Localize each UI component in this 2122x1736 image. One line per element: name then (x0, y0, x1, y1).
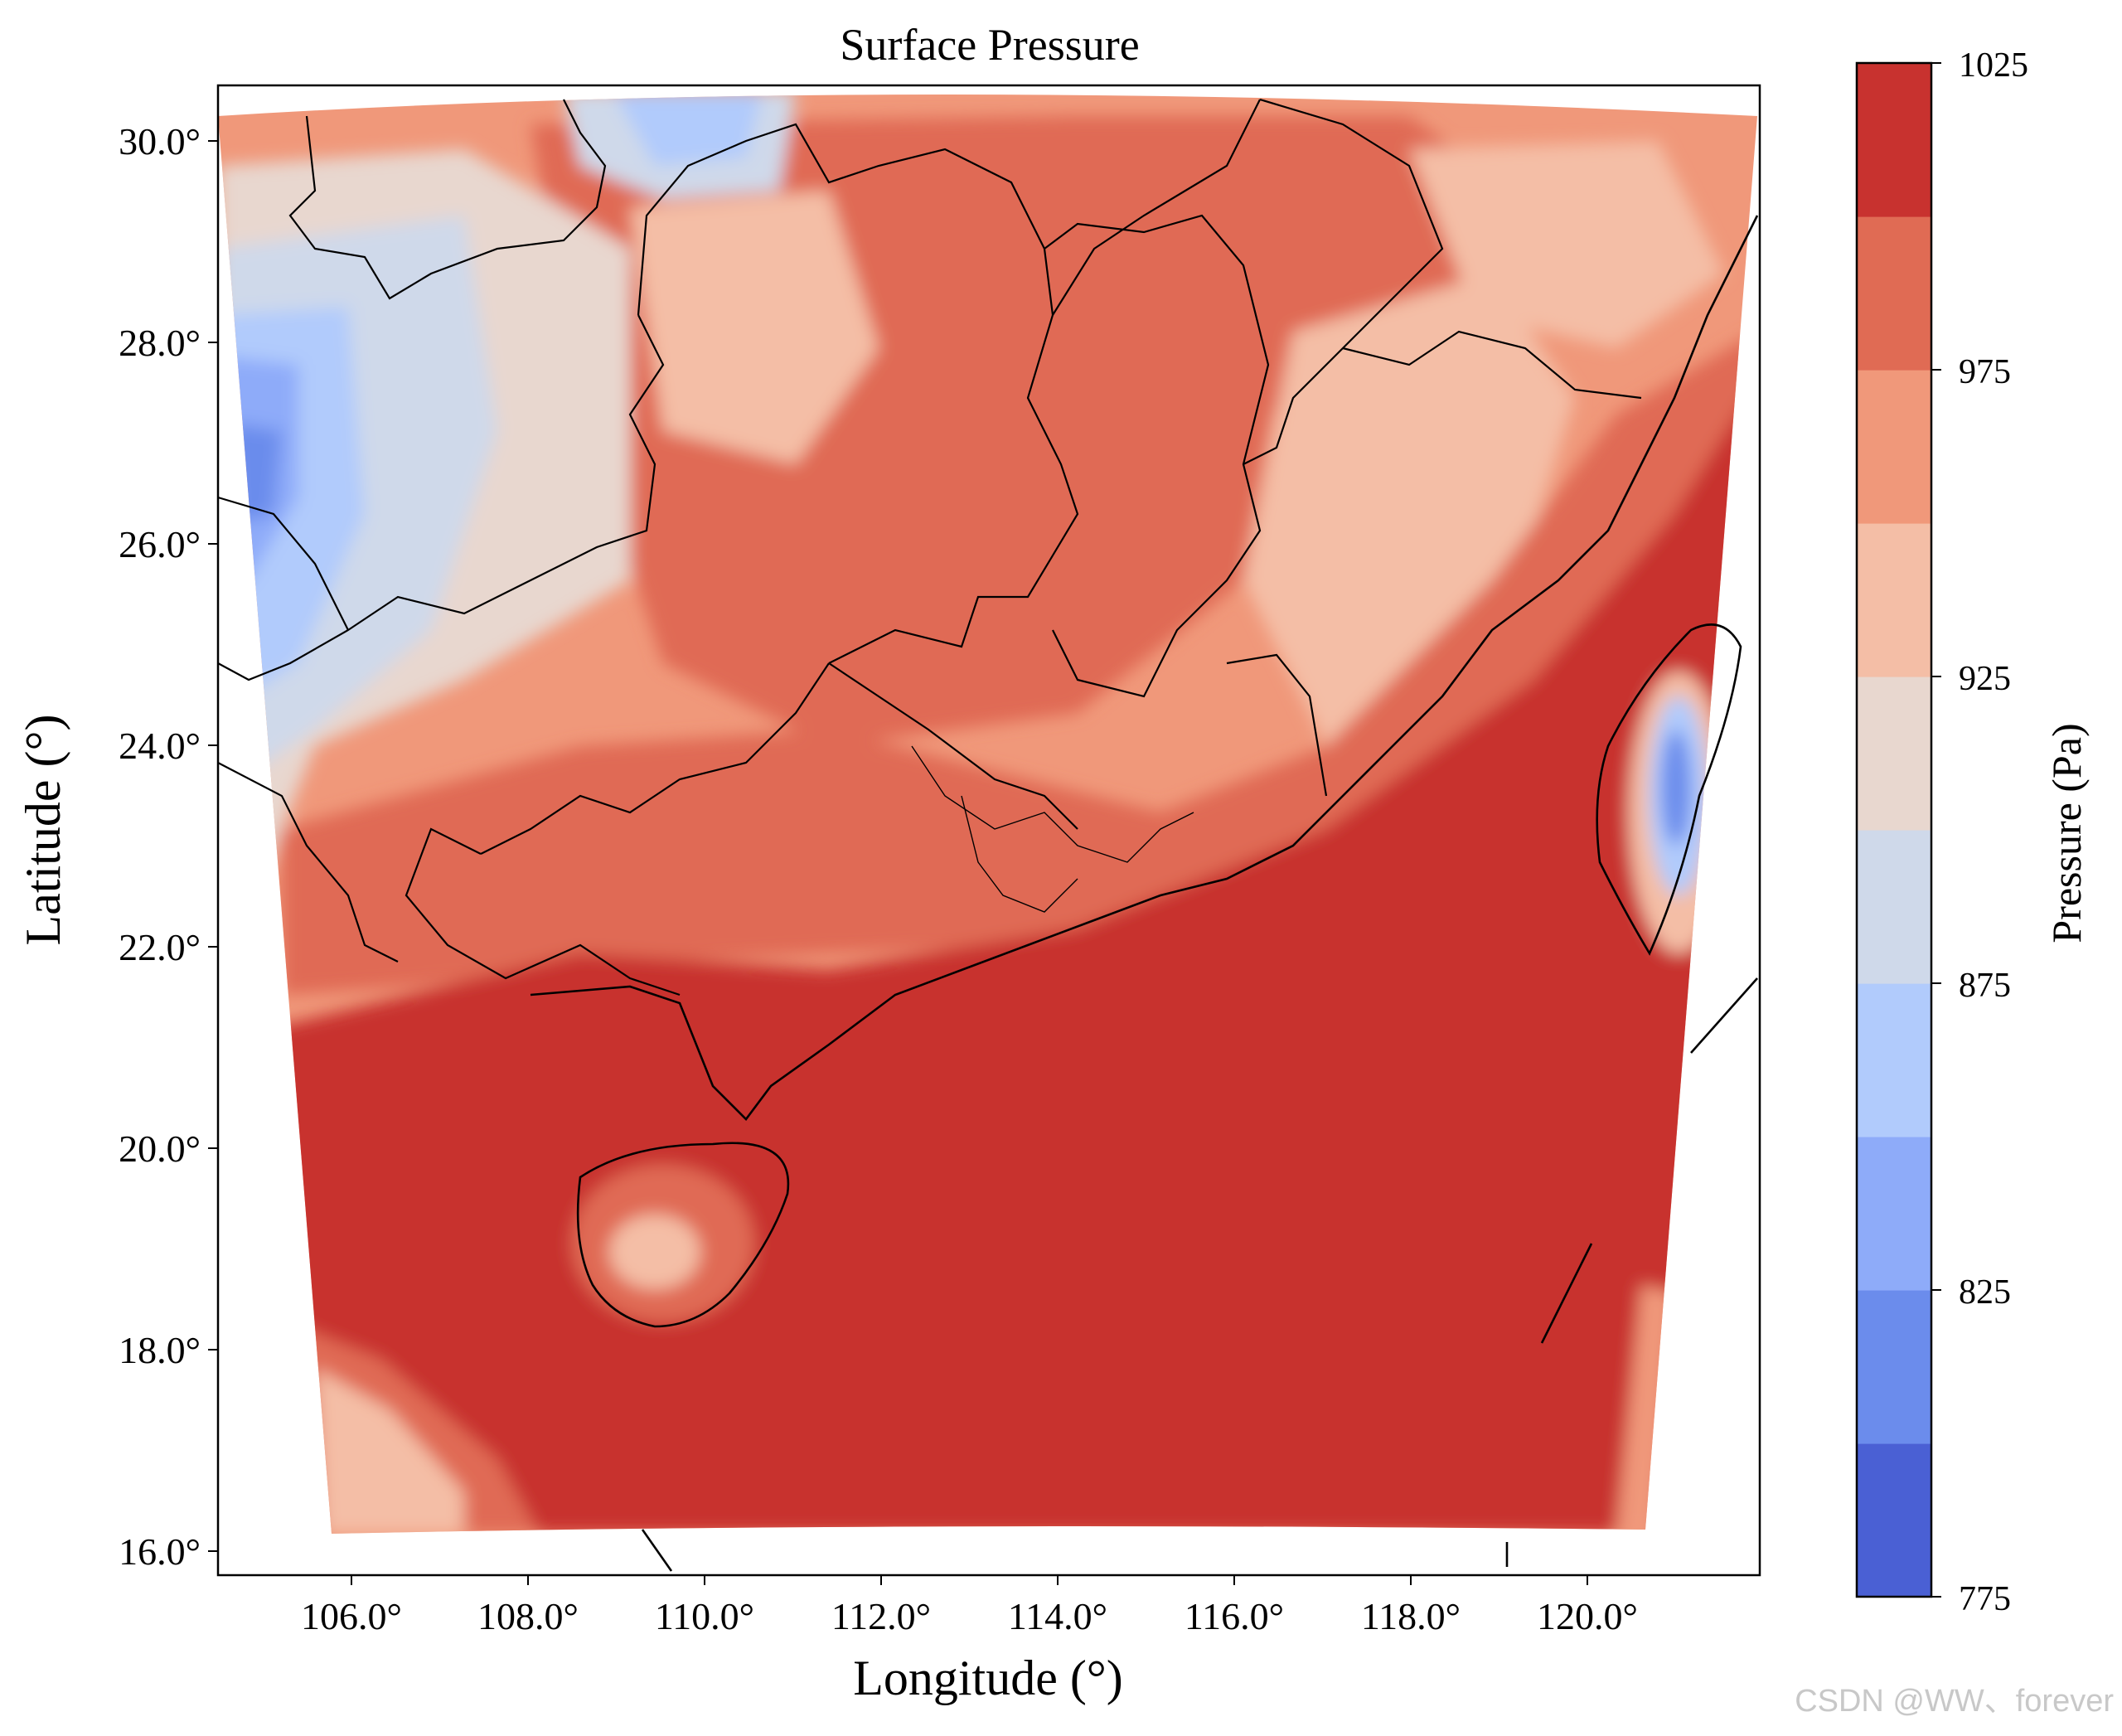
colorbar-label: Pressure (Pa) (2043, 723, 2090, 943)
x-tick-label: 116.0° (1185, 1595, 1284, 1637)
y-tick-label: 20.0° (119, 1127, 201, 1170)
province-borders (217, 98, 1642, 997)
x-tick-label: 120.0° (1537, 1595, 1638, 1637)
coastlines (530, 215, 1759, 1572)
x-tick-label: 110.0° (655, 1595, 754, 1637)
field-peach-1 (630, 191, 879, 464)
colorbar-tick-label: 775 (1959, 1580, 2011, 1618)
border-yunnan-north (217, 496, 349, 631)
field-sw-peach (315, 1368, 464, 1534)
colorbar-band (1857, 216, 1931, 371)
colorbar-band (1857, 1137, 1931, 1291)
colorbar-band (1857, 830, 1931, 984)
x-tick-label: 106.0° (301, 1595, 402, 1637)
pressure-field (218, 95, 1757, 1534)
field-hainan-peach (609, 1215, 700, 1289)
y-tick-label: 18.0° (119, 1329, 201, 1371)
taiwan-coastline (1596, 623, 1742, 956)
chart-title: Surface Pressure (840, 20, 1139, 70)
border-yunnan (217, 762, 399, 963)
border-hubei-jiangxi (1052, 99, 1261, 316)
colorbar (1855, 61, 1941, 1598)
border-fujian-guangdong (1226, 653, 1328, 797)
island-line-1 (1690, 977, 1758, 1054)
watermark: CSDN @WW、forever (1795, 1684, 2114, 1719)
x-tick-label: 112.0° (831, 1595, 931, 1637)
border-guizhou-south (217, 314, 665, 681)
y-axis (208, 140, 218, 1552)
y-tick-label: 28.0° (119, 322, 201, 364)
y-tick-label: 24.0° (119, 725, 201, 767)
colorbar-band (1857, 370, 1931, 524)
x-tick-label: 118.0° (1361, 1595, 1461, 1637)
border-fujian-north (1342, 330, 1642, 400)
colorbar-band (1857, 1443, 1931, 1598)
y-tick-label: 16.0° (119, 1530, 201, 1573)
map-frame (216, 84, 1761, 1577)
x-tick-label: 114.0° (1008, 1595, 1107, 1637)
border-prd-cities (911, 745, 1194, 863)
x-axis (351, 1575, 1588, 1585)
border-guangxi-guangdong (480, 662, 830, 855)
y-axis-label: Latitude (°) (16, 715, 70, 946)
colorbar-band (1857, 1290, 1931, 1444)
border-guangxi-vietnam (405, 827, 681, 997)
border-prd-inner (961, 795, 1078, 913)
border-sichuan-chongqing (288, 99, 607, 300)
colorbar-band (1857, 676, 1931, 831)
border-gd-region (828, 662, 1078, 830)
island-line-3 (641, 1529, 673, 1572)
colorbar-band (1857, 523, 1931, 677)
mainland-coastline (530, 215, 1759, 1121)
colorbar-band (1857, 983, 1931, 1137)
colorbar-tick-label: 1025 (1959, 46, 2028, 85)
colorbar-tick-label: 975 (1959, 353, 2011, 391)
border-jiangxi-east (1243, 98, 1444, 465)
y-tick-label: 30.0° (119, 120, 201, 162)
colorbar-band (1857, 63, 1931, 217)
colorbar-frame (1855, 61, 1933, 1598)
y-tick-label: 22.0° (119, 926, 201, 968)
field-taiwan-blue (1661, 730, 1691, 846)
colorbar-tick-label: 825 (1959, 1273, 2011, 1312)
x-axis-label: Longitude (°) (853, 1651, 1123, 1705)
x-tick-label: 108.0° (477, 1595, 579, 1637)
island-line-2 (1540, 1243, 1593, 1344)
colorbar-tick-label: 925 (1959, 660, 2011, 698)
hainan-coastline (576, 1142, 790, 1328)
field-peach-3 (1409, 141, 1724, 348)
y-tick-label: 26.0° (119, 523, 201, 565)
field-lightblue-north (613, 95, 763, 166)
colorbar-tick-label: 875 (1959, 967, 2011, 1005)
